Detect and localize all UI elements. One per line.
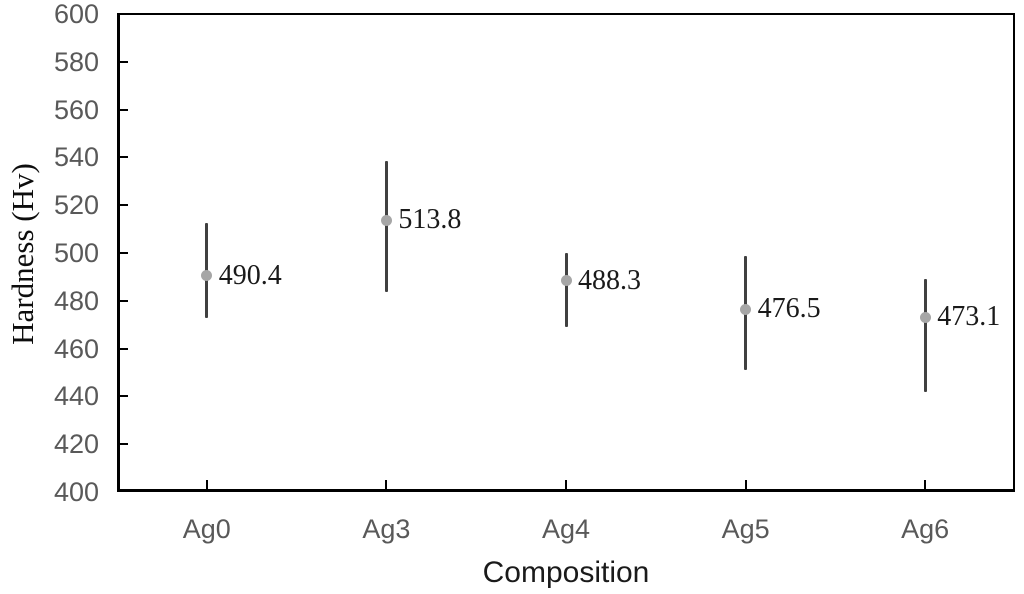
x-tick-label: Ag4 [541,514,591,544]
plot-area [117,13,1015,492]
error-bar [384,160,388,293]
x-tick-label: Ag5 [721,514,770,544]
y-tick-mark [119,204,128,207]
y-tick-label: 560 [53,94,99,125]
y-tick-label: 480 [53,285,99,316]
x-tick-label: Ag0 [182,514,231,544]
x-tick-label: Ag3 [362,514,411,544]
error-bar [923,279,927,392]
data-point-label: 476.5 [757,293,821,325]
y-tick-label: 420 [53,429,99,460]
x-tick-mark [205,480,208,489]
data-point-marker [919,311,931,323]
y-tick-label: 500 [53,238,99,268]
x-tick-mark [565,480,567,489]
x-tick-label: Ag6 [901,514,950,544]
y-tick-label: 540 [53,142,99,173]
y-tick-label: 460 [53,333,99,364]
y-tick-mark [119,395,128,398]
y-tick-mark [119,108,128,111]
data-point-label: 490.4 [218,259,282,291]
y-tick-mark [119,252,128,254]
error-bar [205,223,209,318]
data-point-label: 513.8 [398,204,462,236]
x-tick-mark [924,480,927,489]
data-point-label: 473.1 [937,301,1001,333]
data-point-marker [740,303,752,315]
y-tick-mark [119,347,128,350]
data-point-label: 488.3 [578,264,641,296]
y-tick-mark [119,60,128,63]
y-tick-label: 400 [53,477,99,507]
error-bar [564,253,568,328]
y-tick-mark [119,156,128,159]
y-tick-label: 440 [53,381,99,412]
data-point-marker [560,275,572,287]
y-tick-mark [119,299,128,302]
data-point-marker [380,214,392,226]
x-axis-title: Composition [482,556,650,589]
y-tick-label: 520 [53,190,99,221]
x-tick-mark [744,480,747,489]
y-tick-label: 580 [53,46,99,77]
y-tick-mark [119,443,128,446]
data-point-marker [201,270,213,282]
y-tick-label: 600 [53,0,99,29]
x-tick-mark [385,480,388,489]
